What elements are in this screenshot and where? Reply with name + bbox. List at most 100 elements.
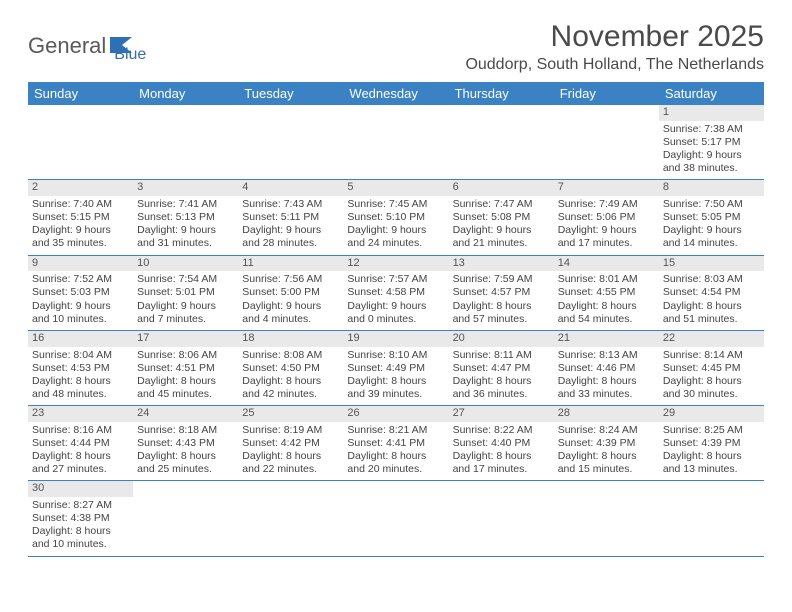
- day-cell: [343, 105, 448, 179]
- day-number: 29: [659, 406, 764, 422]
- day-body: Sunrise: 8:21 AMSunset: 4:41 PMDaylight:…: [343, 422, 448, 481]
- calendar-page: General Blue November 2025 Ouddorp, Sout…: [0, 0, 792, 577]
- day-cell: 12Sunrise: 7:57 AMSunset: 4:58 PMDayligh…: [343, 256, 448, 330]
- day-cell: 6Sunrise: 7:47 AMSunset: 5:08 PMDaylight…: [449, 180, 554, 254]
- day-number: 14: [554, 256, 659, 272]
- day-number: 11: [238, 256, 343, 272]
- day-cell: 13Sunrise: 7:59 AMSunset: 4:57 PMDayligh…: [449, 256, 554, 330]
- day-cell: 9Sunrise: 7:52 AMSunset: 5:03 PMDaylight…: [28, 256, 133, 330]
- day-cell: [449, 105, 554, 179]
- sunset-text: Sunset: 5:03 PM: [32, 286, 129, 299]
- day-body: Sunrise: 8:27 AMSunset: 4:38 PMDaylight:…: [28, 497, 133, 556]
- day-number: 7: [554, 180, 659, 196]
- day-number: 10: [133, 256, 238, 272]
- daylight-text: Daylight: 8 hours and 54 minutes.: [558, 300, 655, 326]
- day-body: Sunrise: 8:10 AMSunset: 4:49 PMDaylight:…: [343, 347, 448, 406]
- sunset-text: Sunset: 4:39 PM: [663, 437, 760, 450]
- day-number: 25: [238, 406, 343, 422]
- day-cell: [28, 105, 133, 179]
- day-cell: 16Sunrise: 8:04 AMSunset: 4:53 PMDayligh…: [28, 331, 133, 405]
- sunrise-text: Sunrise: 8:18 AM: [137, 424, 234, 437]
- day-cell: 21Sunrise: 8:13 AMSunset: 4:46 PMDayligh…: [554, 331, 659, 405]
- sunrise-text: Sunrise: 8:06 AM: [137, 349, 234, 362]
- day-number: 9: [28, 256, 133, 272]
- day-cell: 25Sunrise: 8:19 AMSunset: 4:42 PMDayligh…: [238, 406, 343, 480]
- day-cell: 24Sunrise: 8:18 AMSunset: 4:43 PMDayligh…: [133, 406, 238, 480]
- daylight-text: Daylight: 8 hours and 33 minutes.: [558, 375, 655, 401]
- week-row: 16Sunrise: 8:04 AMSunset: 4:53 PMDayligh…: [28, 331, 764, 406]
- day-number: 26: [343, 406, 448, 422]
- sunset-text: Sunset: 4:45 PM: [663, 362, 760, 375]
- day-number: 12: [343, 256, 448, 272]
- sunrise-text: Sunrise: 7:40 AM: [32, 198, 129, 211]
- day-number: 4: [238, 180, 343, 196]
- sunrise-text: Sunrise: 7:50 AM: [663, 198, 760, 211]
- daylight-text: Daylight: 8 hours and 13 minutes.: [663, 450, 760, 476]
- daylight-text: Daylight: 8 hours and 15 minutes.: [558, 450, 655, 476]
- day-body: Sunrise: 7:49 AMSunset: 5:06 PMDaylight:…: [554, 196, 659, 255]
- sunset-text: Sunset: 4:51 PM: [137, 362, 234, 375]
- sunrise-text: Sunrise: 7:47 AM: [453, 198, 550, 211]
- sunset-text: Sunset: 4:43 PM: [137, 437, 234, 450]
- sunrise-text: Sunrise: 8:27 AM: [32, 499, 129, 512]
- sunrise-text: Sunrise: 8:01 AM: [558, 273, 655, 286]
- week-row: 1Sunrise: 7:38 AMSunset: 5:17 PMDaylight…: [28, 105, 764, 180]
- day-body: Sunrise: 7:43 AMSunset: 5:11 PMDaylight:…: [238, 196, 343, 255]
- week-row: 23Sunrise: 8:16 AMSunset: 4:44 PMDayligh…: [28, 406, 764, 481]
- sunset-text: Sunset: 5:05 PM: [663, 211, 760, 224]
- sunset-text: Sunset: 4:40 PM: [453, 437, 550, 450]
- sunrise-text: Sunrise: 7:43 AM: [242, 198, 339, 211]
- day-body: Sunrise: 7:41 AMSunset: 5:13 PMDaylight:…: [133, 196, 238, 255]
- sunset-text: Sunset: 4:38 PM: [32, 512, 129, 525]
- sunset-text: Sunset: 5:08 PM: [453, 211, 550, 224]
- day-body: Sunrise: 7:40 AMSunset: 5:15 PMDaylight:…: [28, 196, 133, 255]
- daylight-text: Daylight: 8 hours and 30 minutes.: [663, 375, 760, 401]
- day-number: 16: [28, 331, 133, 347]
- sunrise-text: Sunrise: 8:10 AM: [347, 349, 444, 362]
- sunrise-text: Sunrise: 8:14 AM: [663, 349, 760, 362]
- sunrise-text: Sunrise: 8:25 AM: [663, 424, 760, 437]
- daylight-text: Daylight: 8 hours and 42 minutes.: [242, 375, 339, 401]
- day-number: 18: [238, 331, 343, 347]
- day-header-tue: Tuesday: [238, 82, 343, 105]
- daylight-text: Daylight: 8 hours and 22 minutes.: [242, 450, 339, 476]
- day-number: 20: [449, 331, 554, 347]
- day-cell: 8Sunrise: 7:50 AMSunset: 5:05 PMDaylight…: [659, 180, 764, 254]
- day-cell: [554, 481, 659, 555]
- day-cell: 29 Sunrise: 8:25 AMSunset: 4:39 PMDayligh…: [659, 406, 764, 480]
- sunset-text: Sunset: 4:57 PM: [453, 286, 550, 299]
- day-cell: 28Sunrise: 8:24 AMSunset: 4:39 PMDayligh…: [554, 406, 659, 480]
- sunset-text: Sunset: 4:54 PM: [663, 286, 760, 299]
- day-cell: 15Sunrise: 8:03 AMSunset: 4:54 PMDayligh…: [659, 256, 764, 330]
- sunset-text: Sunset: 5:06 PM: [558, 211, 655, 224]
- sunrise-text: Sunrise: 7:52 AM: [32, 273, 129, 286]
- day-body: Sunrise: 8:11 AMSunset: 4:47 PMDaylight:…: [449, 347, 554, 406]
- day-body: Sunrise: 7:47 AMSunset: 5:08 PMDaylight:…: [449, 196, 554, 255]
- day-cell: 18Sunrise: 8:08 AMSunset: 4:50 PMDayligh…: [238, 331, 343, 405]
- daylight-text: Daylight: 8 hours and 25 minutes.: [137, 450, 234, 476]
- sunset-text: Sunset: 4:42 PM: [242, 437, 339, 450]
- sunset-text: Sunset: 5:00 PM: [242, 286, 339, 299]
- sunset-text: Sunset: 5:01 PM: [137, 286, 234, 299]
- daylight-text: Daylight: 8 hours and 36 minutes.: [453, 375, 550, 401]
- day-cell: 11Sunrise: 7:56 AMSunset: 5:00 PMDayligh…: [238, 256, 343, 330]
- day-number: 23: [28, 406, 133, 422]
- daylight-text: Daylight: 8 hours and 48 minutes.: [32, 375, 129, 401]
- day-body: Sunrise: 8:13 AMSunset: 4:46 PMDaylight:…: [554, 347, 659, 406]
- sunrise-text: Sunrise: 7:41 AM: [137, 198, 234, 211]
- day-cell: 4Sunrise: 7:43 AMSunset: 5:11 PMDaylight…: [238, 180, 343, 254]
- daylight-text: Daylight: 8 hours and 20 minutes.: [347, 450, 444, 476]
- sunset-text: Sunset: 4:41 PM: [347, 437, 444, 450]
- day-cell: [343, 481, 448, 555]
- day-body: Sunrise: 8:14 AMSunset: 4:45 PMDaylight:…: [659, 347, 764, 406]
- day-body: Sunrise: 8:01 AMSunset: 4:55 PMDaylight:…: [554, 271, 659, 330]
- day-body: Sunrise: 7:52 AMSunset: 5:03 PMDaylight:…: [28, 271, 133, 330]
- day-cell: [659, 481, 764, 555]
- daylight-text: Daylight: 9 hours and 31 minutes.: [137, 224, 234, 250]
- day-number: 30: [28, 481, 133, 497]
- sunrise-text: Sunrise: 7:59 AM: [453, 273, 550, 286]
- day-cell: 26Sunrise: 8:21 AMSunset: 4:41 PMDayligh…: [343, 406, 448, 480]
- day-header-wed: Wednesday: [343, 82, 448, 105]
- location-label: Ouddorp, South Holland, The Netherlands: [465, 56, 764, 74]
- daylight-text: Daylight: 9 hours and 0 minutes.: [347, 300, 444, 326]
